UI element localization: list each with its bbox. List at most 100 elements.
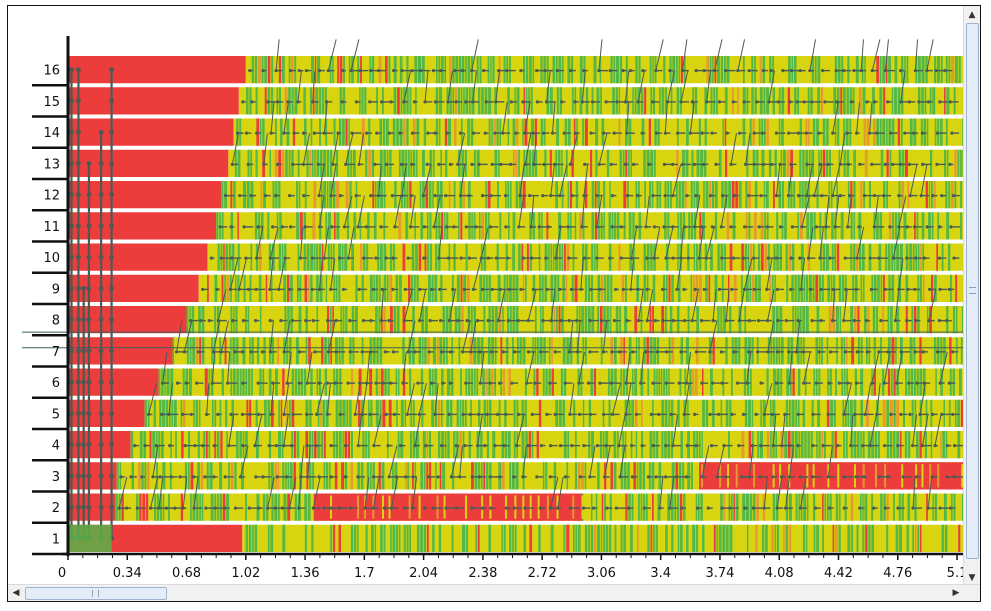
- activity-stripe: [338, 274, 341, 302]
- activity-stripe: [432, 524, 435, 552]
- activity-stripe: [645, 493, 648, 521]
- message-link: [725, 289, 730, 321]
- scroll-up-icon[interactable]: ▲: [968, 10, 976, 20]
- horizontal-scroll-thumb[interactable]: [25, 587, 167, 600]
- activity-stripe: [934, 118, 937, 146]
- activity-stripe: [894, 243, 896, 271]
- scroll-right-icon[interactable]: ▶: [952, 588, 960, 598]
- message-link: [152, 445, 159, 477]
- message-point: [489, 194, 493, 198]
- activity-stripe: [705, 181, 709, 209]
- activity-stripe: [142, 493, 146, 521]
- activity-stripe: [448, 181, 451, 209]
- activity-stripe: [817, 87, 820, 115]
- activity-stripe: [518, 149, 520, 177]
- scroll-left-icon[interactable]: ◀: [12, 588, 20, 598]
- activity-stripe: [781, 212, 784, 240]
- message-link: [900, 70, 906, 102]
- message-link: [569, 383, 575, 415]
- message-point: [930, 475, 934, 479]
- activity-stripe: [423, 118, 427, 146]
- horizontal-scrollbar[interactable]: ◀ ▶: [8, 584, 980, 601]
- activity-stripe: [880, 149, 884, 177]
- activity-stripe: [816, 431, 818, 459]
- activity-stripe: [628, 118, 632, 146]
- activity-stripe: [749, 274, 752, 302]
- activity-stripe: [428, 368, 432, 396]
- activity-stripe: [429, 149, 433, 177]
- vertical-scrollbar[interactable]: ▲ ▼: [963, 6, 980, 586]
- activity-stripe: [659, 181, 662, 209]
- activity-stripe: [904, 56, 906, 84]
- message-point: [480, 506, 484, 510]
- activity-stripe: [390, 306, 393, 334]
- activity-stripe: [770, 337, 773, 365]
- message-point: [358, 69, 362, 73]
- activity-stripe: [338, 337, 341, 365]
- activity-stripe: [550, 243, 553, 271]
- activity-stripe: [745, 274, 749, 302]
- activity-stripe: [785, 524, 788, 552]
- activity-stripe: [826, 493, 829, 521]
- activity-stripe: [766, 181, 769, 209]
- activity-stripe: [678, 56, 681, 84]
- activity-stripe: [219, 399, 222, 427]
- activity-stripe: [866, 118, 870, 146]
- message-link: [269, 226, 279, 259]
- activity-stripe: [549, 149, 552, 177]
- activity-stripe: [382, 118, 386, 146]
- activity-stripe: [605, 524, 609, 552]
- scroll-down-icon[interactable]: ▼: [968, 573, 976, 583]
- message-point: [198, 319, 203, 323]
- activity-stripe: [776, 212, 779, 240]
- vertical-scroll-thumb[interactable]: [966, 23, 979, 559]
- activity-stripe: [567, 118, 571, 146]
- message-point: [140, 475, 144, 479]
- message-point: [588, 350, 592, 354]
- message-point: [914, 475, 918, 479]
- activity-stripe: [853, 431, 857, 459]
- activity-stripe: [263, 337, 266, 365]
- message-link: [626, 101, 630, 134]
- activity-stripe: [509, 524, 512, 552]
- message-link: [299, 226, 304, 259]
- activity-stripe: [579, 212, 582, 240]
- message-point: [558, 287, 562, 291]
- message-point: [419, 69, 423, 73]
- activity-stripe: [679, 212, 683, 240]
- activity-stripe: [746, 87, 749, 115]
- message-point: [827, 381, 831, 385]
- activity-stripe: [275, 368, 278, 396]
- activity-stripe: [464, 149, 467, 177]
- idle-stripe: [357, 495, 360, 519]
- activity-stripe: [749, 493, 753, 521]
- message-link: [269, 320, 274, 352]
- message-point: [631, 350, 635, 354]
- activity-stripe: [879, 118, 882, 146]
- message-point: [418, 287, 422, 291]
- message-link: [934, 414, 942, 446]
- activity-stripe: [342, 306, 345, 334]
- message-point: [756, 350, 760, 354]
- message-point: [233, 350, 237, 354]
- activity-stripe: [676, 87, 680, 115]
- message-point: [913, 350, 917, 354]
- activity-stripe: [803, 274, 806, 302]
- activity-stripe: [623, 181, 627, 209]
- message-link: [737, 39, 746, 71]
- message-point: [947, 287, 951, 291]
- activity-stripe: [552, 243, 555, 271]
- message-point: [365, 131, 369, 135]
- activity-stripe: [571, 87, 574, 115]
- message-point: [340, 100, 344, 104]
- waiting-bar: [68, 212, 217, 240]
- chart-window: 1 2 3 4 5 6 7 8 9 10 11 12 13 14 15 16 0 0.34 0.68 1.02 1.36…: [7, 5, 981, 602]
- activity-stripe: [652, 493, 654, 521]
- activity-stripe: [952, 306, 955, 334]
- message-point: [373, 162, 377, 166]
- activity-stripe: [470, 306, 473, 334]
- message-point: [694, 69, 698, 73]
- message-point: [516, 412, 521, 416]
- message-point: [826, 162, 830, 166]
- activity-stripe: [711, 181, 715, 209]
